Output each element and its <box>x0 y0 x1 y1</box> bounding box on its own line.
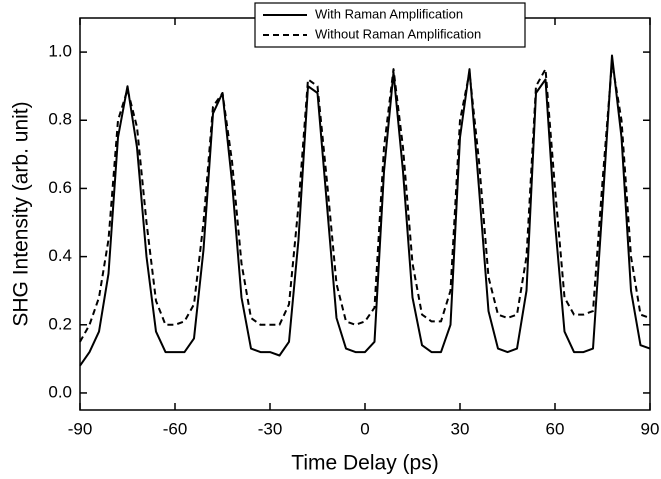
x-tick-label: 30 <box>451 419 470 438</box>
y-tick-label: 0.2 <box>48 314 72 333</box>
y-tick-label: 0.4 <box>48 246 72 265</box>
x-tick-label: 60 <box>546 419 565 438</box>
x-tick-label: 0 <box>360 419 369 438</box>
y-tick-label: 1.0 <box>48 42 72 61</box>
x-tick-label: -30 <box>258 419 283 438</box>
x-tick-label: -90 <box>68 419 93 438</box>
legend-label: Without Raman Amplification <box>315 26 481 41</box>
series-line <box>79 54 651 367</box>
legend-label: With Raman Amplification <box>315 6 463 21</box>
series-line <box>79 61 651 343</box>
x-tick-label: -60 <box>163 419 188 438</box>
y-tick-label: 0.0 <box>48 382 72 401</box>
x-axis-label: Time Delay (ps) <box>291 452 438 475</box>
y-tick-label: 0.6 <box>48 178 72 197</box>
x-tick-label: 90 <box>641 419 660 438</box>
y-tick-label: 0.8 <box>48 110 72 129</box>
y-axis-label: SHG Intensity (arb. unit) <box>10 101 33 326</box>
legend-box <box>254 2 526 48</box>
